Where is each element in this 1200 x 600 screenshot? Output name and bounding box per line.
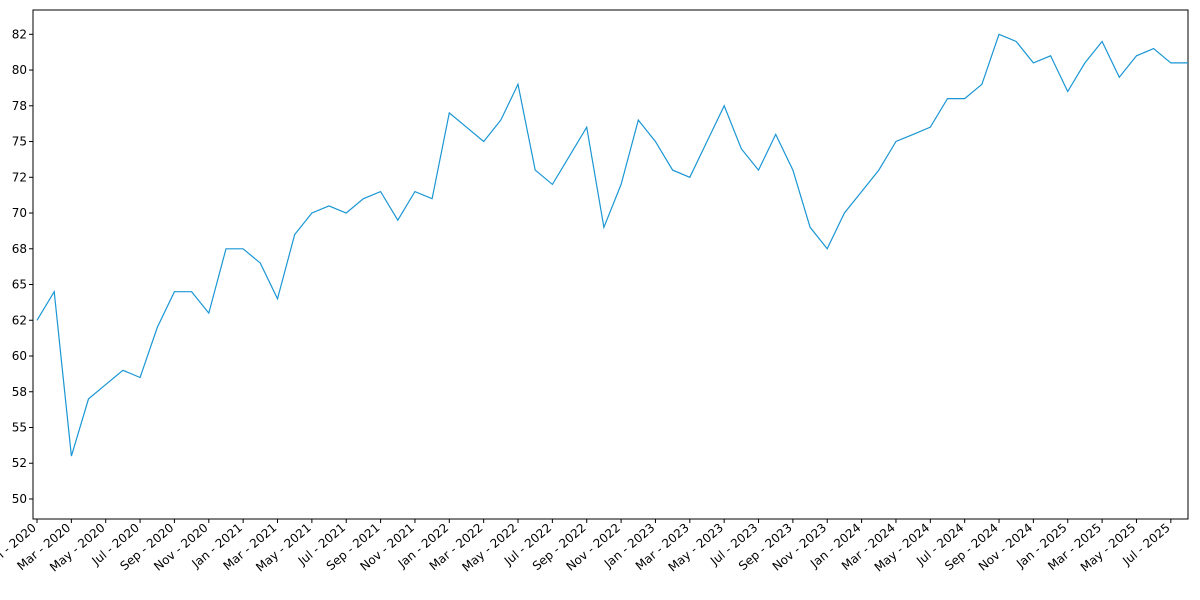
y-tick-label: 65 bbox=[12, 278, 27, 292]
y-tick-label: 50 bbox=[12, 492, 27, 506]
y-tick-label: 55 bbox=[12, 420, 27, 434]
y-tick-label: 60 bbox=[12, 349, 27, 363]
y-tick-label: 58 bbox=[12, 385, 27, 399]
y-tick-label: 75 bbox=[12, 135, 27, 149]
y-tick-label: 72 bbox=[12, 170, 27, 184]
plot-frame bbox=[32, 9, 1189, 520]
y-tick-label: 68 bbox=[12, 242, 27, 256]
y-tick-label: 80 bbox=[12, 63, 27, 77]
data-line bbox=[36, 33, 1188, 457]
y-tick-label: 82 bbox=[12, 27, 27, 41]
y-tick-label: 78 bbox=[12, 99, 27, 113]
y-tick-label: 52 bbox=[12, 456, 27, 470]
y-tick-label: 62 bbox=[12, 313, 27, 327]
y-tick-label: 70 bbox=[12, 206, 27, 220]
